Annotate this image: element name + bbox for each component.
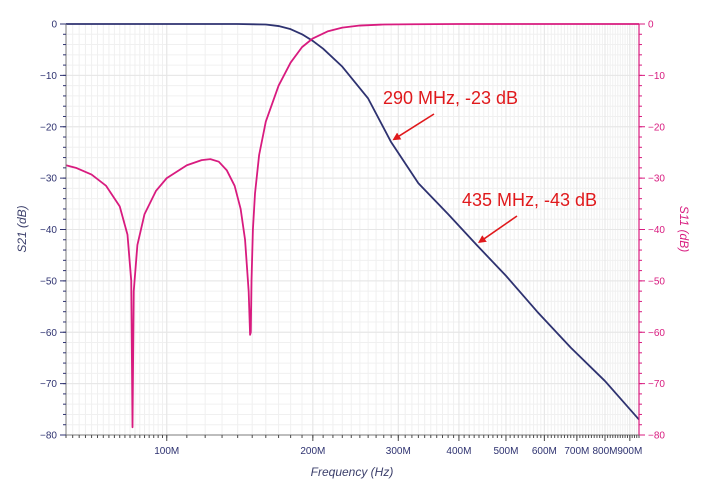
x-tick-label: 800M (593, 446, 618, 457)
annotation-layer: 290 MHz, -23 dB 435 MHz, -43 dB (383, 88, 597, 244)
y-left-tick-label: −50 (40, 276, 57, 287)
series-layer (65, 23, 640, 429)
y-right-tick-label: −30 (648, 174, 665, 185)
x-tick-label: 900M (617, 446, 642, 457)
x-tick-label: 400M (446, 446, 471, 457)
series-line-s21 (66, 23, 640, 421)
y-right-tick-label: −70 (648, 379, 665, 390)
series-line-s11 (65, 23, 639, 429)
x-tick-label: 500M (493, 446, 518, 457)
annotation-arrow (392, 113, 435, 141)
y-left-tick-label: −80 (40, 431, 57, 442)
x-tick-label: 600M (532, 446, 557, 457)
y-left-tick-label: −40 (40, 225, 57, 236)
y-right-tick-label: −80 (648, 431, 665, 442)
x-tick-label: 200M (300, 446, 325, 457)
y-right-tick-label: −10 (648, 71, 665, 82)
y-left-tick-label: −10 (40, 71, 57, 82)
y-axis-title-left: S21 (dB) (15, 205, 29, 252)
x-tick-label: 300M (386, 446, 411, 457)
annotation-label: 290 MHz, -23 dB (383, 88, 518, 108)
x-tick-label: 700M (564, 446, 589, 457)
x-tick-label: 100M (154, 446, 179, 457)
y-left-tick-label: −60 (40, 328, 57, 339)
y-left-tick-label: −70 (40, 379, 57, 390)
x-axis-title: Frequency (Hz) (311, 465, 394, 479)
y-right-tick-label: 0 (648, 20, 654, 31)
y-left-tick-label: 0 (51, 20, 57, 31)
y-right-tick-label: −60 (648, 328, 665, 339)
y-right-tick-label: −50 (648, 276, 665, 287)
y-right-tick-label: −40 (648, 225, 665, 236)
y-right-tick-label: −20 (648, 122, 665, 133)
y-axis-title-right: S11 (dB) (677, 206, 691, 252)
y-left-tick-label: −30 (40, 174, 57, 185)
annotation-arrow (477, 215, 518, 244)
ticks-layer: 0 0 −10 −10 −20 −20 −30 −30 −40 −40 −50 −50 −60 −60 −7… (40, 20, 665, 458)
annotation-label: 435 MHz, -43 dB (462, 190, 597, 210)
y-left-tick-label: −20 (40, 122, 57, 133)
